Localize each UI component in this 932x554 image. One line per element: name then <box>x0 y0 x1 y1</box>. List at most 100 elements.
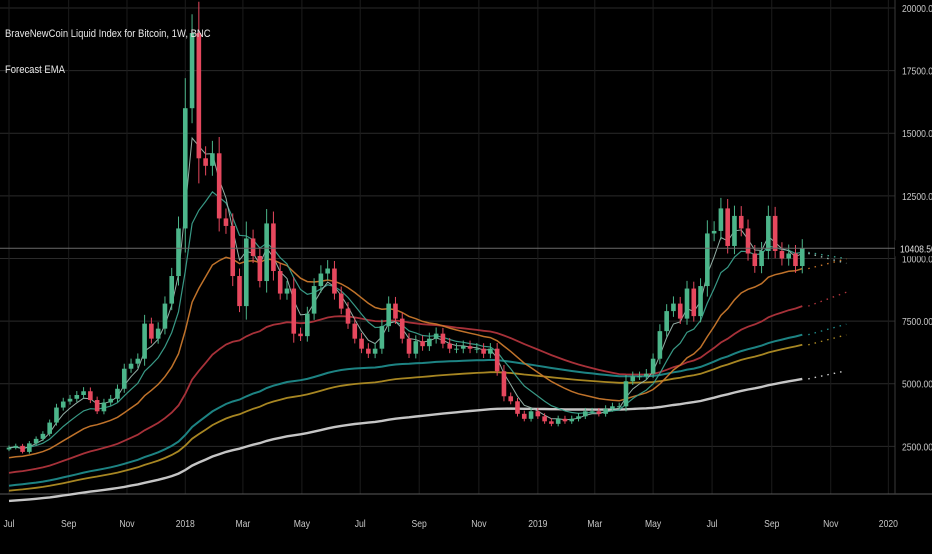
candle-body <box>338 293 344 309</box>
candle-body <box>725 208 730 246</box>
candle-body <box>305 313 310 337</box>
candle-body <box>623 381 629 407</box>
candle-body <box>779 250 785 259</box>
candle-body <box>149 323 154 339</box>
candle-body <box>169 276 175 304</box>
ema-120-line <box>8 343 803 492</box>
candle-body <box>271 223 276 272</box>
candle-body <box>284 288 290 294</box>
x-tick-label: Mar <box>236 518 251 529</box>
candle-body <box>460 346 466 349</box>
candle-body <box>13 445 19 448</box>
candle-body <box>27 443 32 452</box>
ema-forecast-line <box>808 334 847 346</box>
candle-body <box>393 303 398 319</box>
candle-body <box>576 416 581 419</box>
y-tick-label: 15000.00 <box>902 129 932 140</box>
candle-body <box>33 438 39 444</box>
candle-body <box>203 158 208 166</box>
ema-forecast-line <box>808 258 847 270</box>
candle-body <box>413 341 419 354</box>
candle-body <box>81 391 86 396</box>
candle-body <box>494 348 500 372</box>
candle-body <box>454 348 459 350</box>
ema-forecast-line <box>808 370 847 380</box>
candle-body <box>644 373 649 377</box>
candle-body <box>562 418 568 422</box>
candle-body <box>786 253 791 259</box>
candle-body <box>94 400 100 412</box>
candle-body <box>650 358 656 374</box>
candle-body <box>108 398 113 403</box>
candle-body <box>542 416 547 422</box>
candle-body <box>277 271 283 294</box>
candle-body <box>142 323 147 359</box>
candle-body <box>596 411 602 414</box>
candle-body <box>40 433 46 439</box>
x-tick-label: May <box>294 518 311 529</box>
candle-body <box>467 346 473 349</box>
candle-body <box>121 368 127 389</box>
candle-body <box>20 445 25 452</box>
ema-4-line <box>8 136 803 450</box>
candle-body <box>718 208 724 231</box>
candle-body <box>664 311 669 332</box>
y-tick-label: 5000.00 <box>902 379 932 390</box>
candle-body <box>135 358 141 364</box>
candle-body <box>610 406 615 409</box>
candle-body <box>705 233 710 287</box>
candle-body <box>318 273 324 287</box>
candle-body <box>738 215 744 229</box>
x-tick-label: Jul <box>707 518 718 529</box>
candle-body <box>379 326 385 349</box>
y-tick-label: 17500.00 <box>902 66 932 77</box>
candle-body <box>488 348 493 354</box>
candle-body <box>427 338 432 347</box>
candle-body <box>250 238 256 256</box>
x-tick-label: 2020 <box>879 518 898 529</box>
candle-body <box>162 303 168 329</box>
candle-body <box>386 303 391 327</box>
candle-body <box>264 223 269 282</box>
candle-body <box>501 371 507 397</box>
candle-body <box>711 230 717 234</box>
candle-body <box>47 422 52 434</box>
candle-body <box>128 363 134 369</box>
candle-body <box>176 228 181 277</box>
candle-body <box>732 215 737 246</box>
candle-body <box>298 333 303 337</box>
candle-body <box>745 228 751 254</box>
candle-body <box>481 348 486 354</box>
candle-body <box>616 406 622 408</box>
candle-body <box>440 333 446 344</box>
candle-body <box>630 376 636 382</box>
y-tick-label: 2500.00 <box>902 442 932 453</box>
candle-body <box>759 250 764 267</box>
candle-body <box>799 248 805 267</box>
candle-body <box>406 338 412 354</box>
y-tick-label: 20000.00 <box>902 3 932 14</box>
candle-body <box>230 225 236 277</box>
candle-body <box>766 215 771 251</box>
candle-body <box>515 401 520 414</box>
last-price-label: 10408.50 <box>900 244 932 255</box>
candle-body <box>196 33 202 159</box>
candle-body <box>332 268 337 294</box>
chart-title: BraveNewCoin Liquid Index for Bitcoin, 1… <box>5 28 211 40</box>
candle-body <box>677 303 683 319</box>
candle-body <box>433 333 439 339</box>
y-tick-label: 7500.00 <box>902 317 932 328</box>
candle-body <box>549 421 554 424</box>
candle-body <box>603 408 608 414</box>
ema-9-line <box>8 191 803 449</box>
candle-body <box>691 288 697 317</box>
candle-body <box>352 323 358 339</box>
candle-body <box>74 395 80 399</box>
candle-body <box>528 411 534 419</box>
candle-body <box>6 447 12 450</box>
candle-body <box>189 33 195 109</box>
x-tick-label: Nov <box>471 518 487 529</box>
x-tick-label: Nov <box>823 518 839 529</box>
